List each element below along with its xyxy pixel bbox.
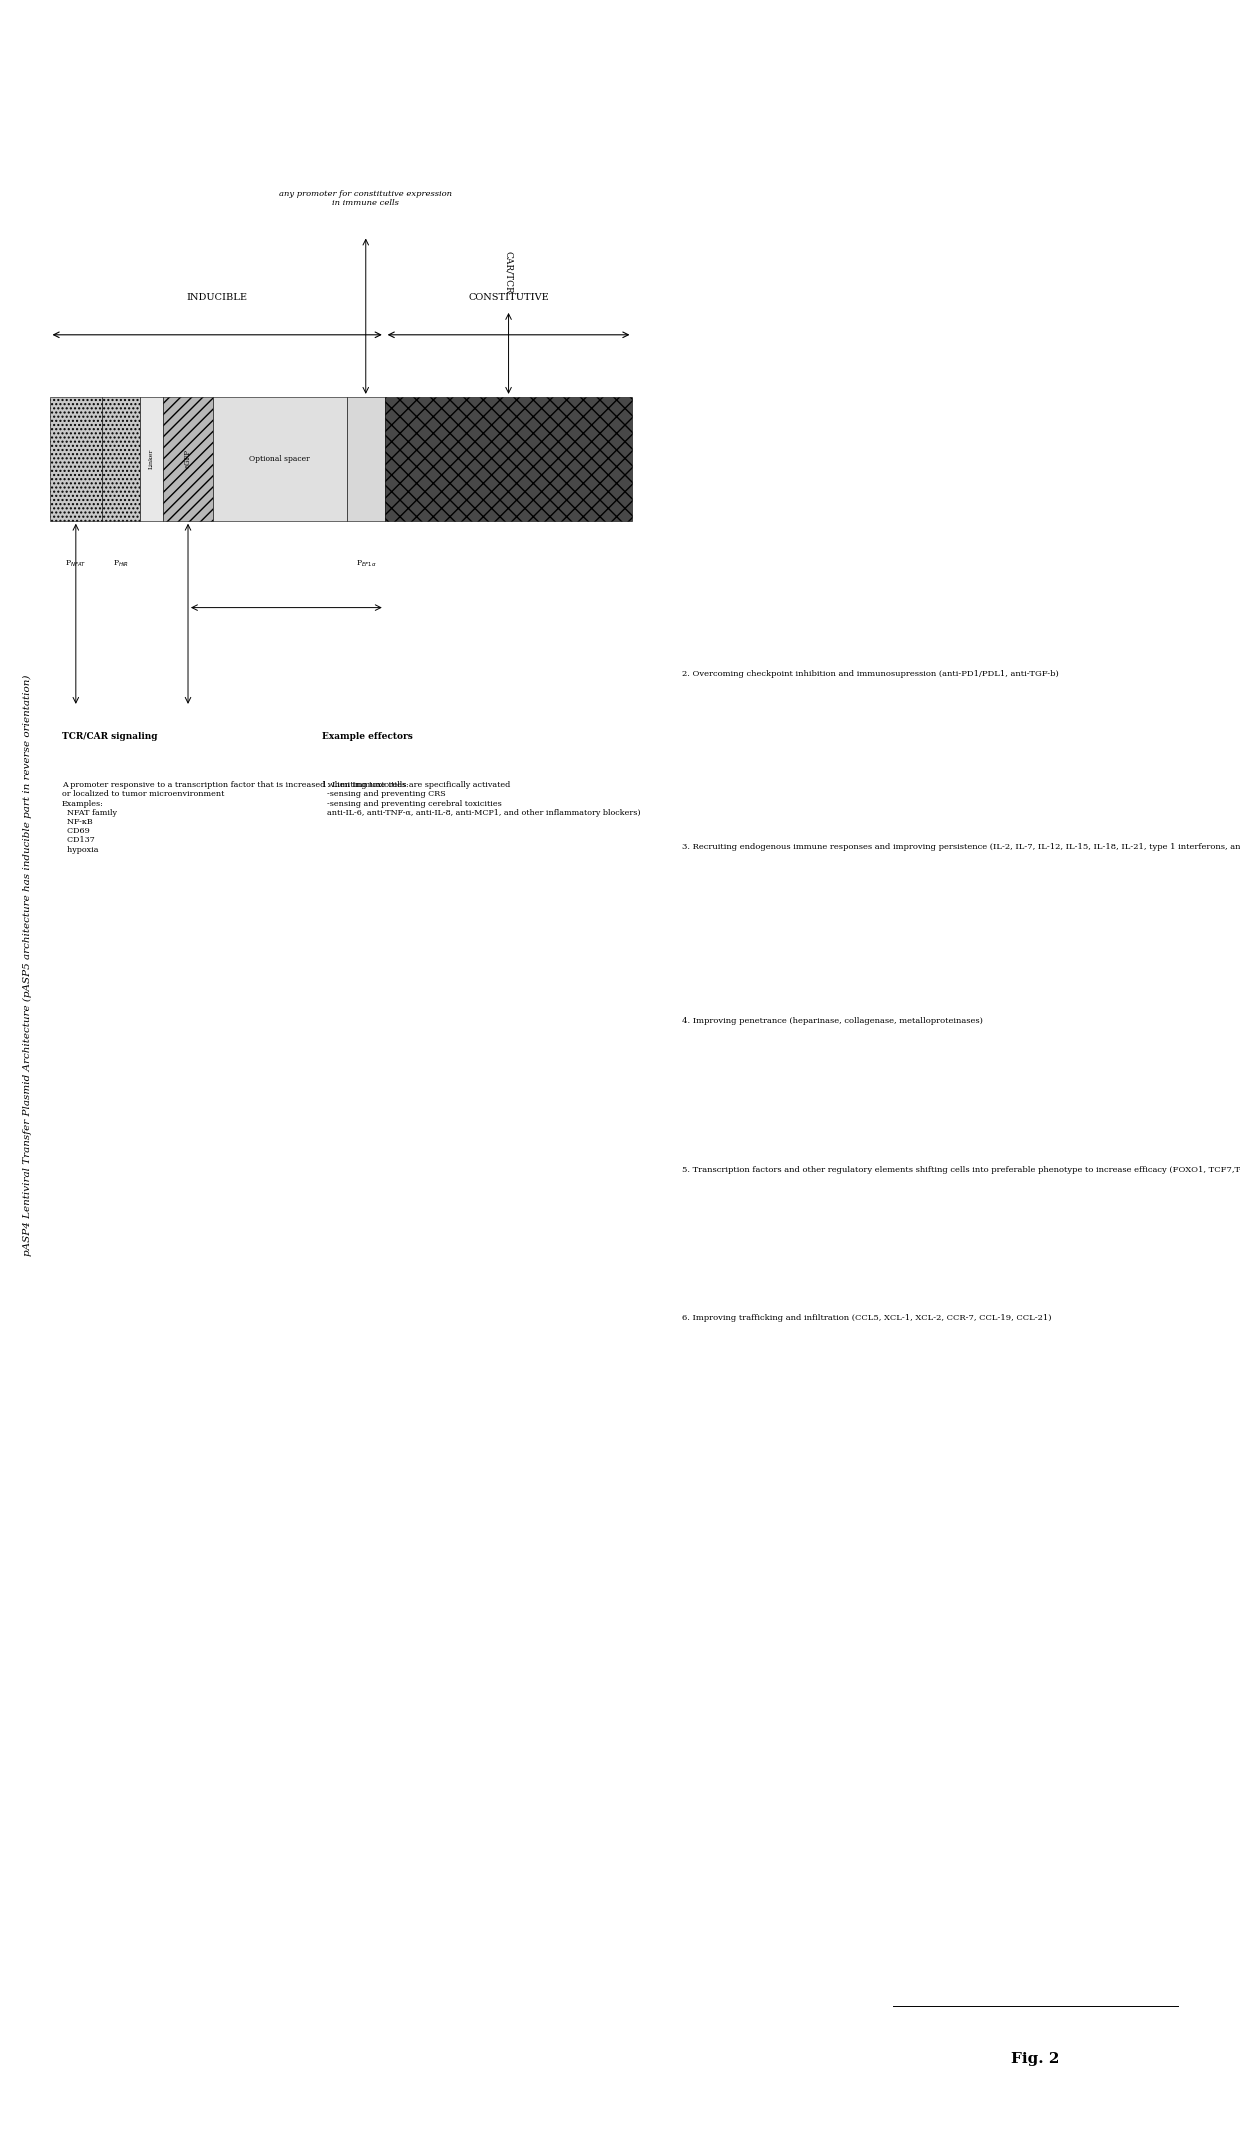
Text: P$_{NFAT}$: P$_{NFAT}$ (64, 560, 87, 568)
Bar (164, 397, 213, 521)
Bar (50, 397, 102, 521)
Bar (347, 397, 384, 521)
Text: P$_{EF1\alpha}$: P$_{EF1\alpha}$ (356, 560, 376, 568)
Bar (384, 397, 632, 521)
Text: CONSTITUTIVE: CONSTITUTIVE (469, 294, 549, 302)
Text: any promoter for constitutive expression
in immune cells: any promoter for constitutive expression… (279, 189, 453, 208)
Text: A promoter responsive to a transcription factor that is increased when immune ce: A promoter responsive to a transcription… (62, 781, 510, 854)
Text: 1. Limiting toxicities:
  -sensing and preventing CRS
  -sensing and preventing : 1. Limiting toxicities: -sensing and pre… (322, 781, 641, 817)
Text: CAR/TCR: CAR/TCR (503, 251, 513, 294)
Bar (140, 397, 164, 521)
Text: pASP4 Lentiviral Transfer Plasmid Architecture (pASP5 architecture has inducible: pASP4 Lentiviral Transfer Plasmid Archit… (22, 674, 32, 1257)
Text: 4. Improving penetrance (heparinase, collagenase, metalloproteinases): 4. Improving penetrance (heparinase, col… (682, 1017, 983, 1025)
Text: Example effectors: Example effectors (322, 731, 413, 740)
Text: 2. Overcoming checkpoint inhibition and immunosupression (anti-PD1/PDL1, anti-TG: 2. Overcoming checkpoint inhibition and … (682, 669, 1059, 678)
Text: TCR/CAR signaling: TCR/CAR signaling (62, 731, 157, 740)
Text: Fig. 2: Fig. 2 (1011, 2053, 1060, 2066)
Bar (102, 397, 140, 521)
Text: Linker: Linker (149, 448, 154, 470)
Bar (213, 397, 347, 521)
Text: eGFP: eGFP (184, 448, 192, 468)
Text: 5. Transcription factors and other regulatory elements shifting cells into prefe: 5. Transcription factors and other regul… (682, 1165, 1240, 1173)
Text: Optional spacer: Optional spacer (249, 455, 310, 463)
Text: INDUCIBLE: INDUCIBLE (187, 294, 248, 302)
Text: P$_{HIR}$: P$_{HIR}$ (113, 560, 129, 568)
Text: 3. Recruiting endogenous immune responses and improving persistence (IL-2, IL-7,: 3. Recruiting endogenous immune response… (682, 843, 1240, 852)
Text: 6. Improving trafficking and infiltration (CCL5, XCL-1, XCL-2, CCR-7, CCL-19, CC: 6. Improving trafficking and infiltratio… (682, 1315, 1052, 1323)
